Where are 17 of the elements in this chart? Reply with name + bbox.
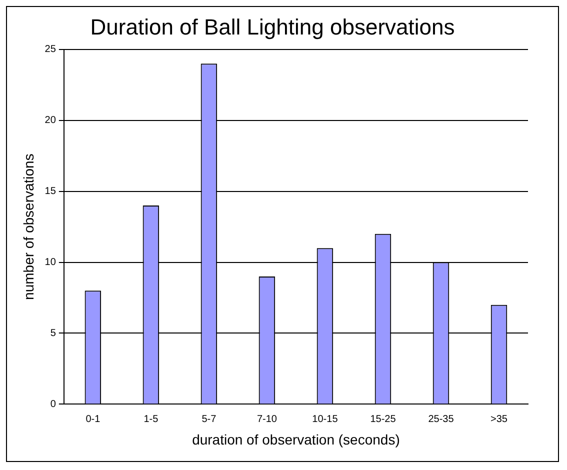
x-tick-label: 25-35 bbox=[428, 414, 454, 425]
y-tick-label: 0 bbox=[50, 398, 56, 410]
x-tick-label: 15-25 bbox=[370, 414, 396, 425]
x-tick-label: 7-10 bbox=[256, 414, 278, 425]
x-tick-label: 1-5 bbox=[144, 414, 159, 425]
chart-title: Duration of Ball Lighting observations bbox=[90, 14, 455, 40]
y-tick-label: 25 bbox=[44, 44, 56, 56]
x-tick-label: 0-1 bbox=[86, 414, 101, 425]
y-tick-label: 10 bbox=[44, 257, 56, 268]
x-tick-label: 10-15 bbox=[312, 414, 338, 425]
y-axis-title: number of observations bbox=[20, 154, 36, 300]
y-tick-label: 20 bbox=[44, 115, 56, 126]
y-tick-label: 15 bbox=[44, 186, 56, 198]
y-tick-label: 5 bbox=[50, 328, 56, 339]
x-axis-title: duration of observation (seconds) bbox=[192, 431, 400, 448]
x-tick-label: 5-7 bbox=[202, 414, 217, 425]
x-tick-label: >35 bbox=[490, 414, 508, 425]
